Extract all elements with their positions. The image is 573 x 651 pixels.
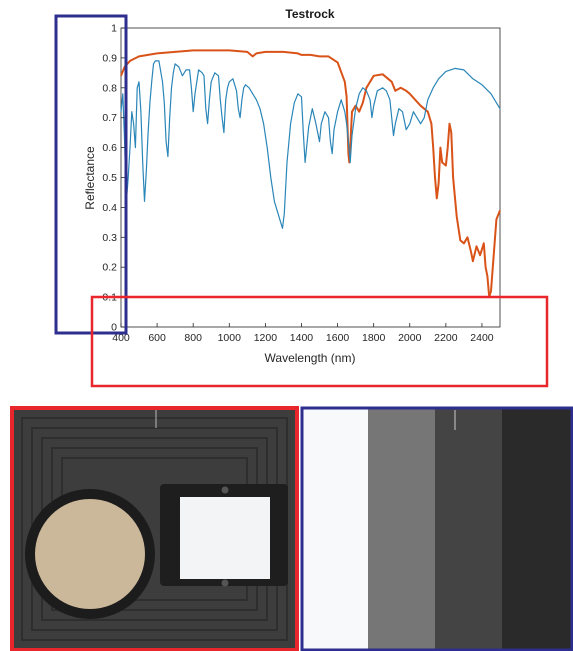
y-tick-label: 1 <box>111 23 117 35</box>
y-axis: 00.10.20.30.40.50.60.70.80.91 <box>102 23 125 334</box>
left-photo-border <box>10 406 299 651</box>
reflectance-chart: Testrock 00.10.20.30.40.50.60.70.80.91 4… <box>83 7 501 365</box>
x-tick-label: 1200 <box>254 332 278 344</box>
gray-strip <box>368 409 435 649</box>
y-tick-label: 0.2 <box>102 262 117 274</box>
x-tick-label: 1400 <box>290 332 314 344</box>
x-tick-label: 1600 <box>326 332 350 344</box>
x-tick-label: 1000 <box>218 332 242 344</box>
series-line-2 <box>120 60 501 229</box>
x-tick-label: 2400 <box>470 332 494 344</box>
x-tick-label: 800 <box>184 332 202 344</box>
right-photo-border <box>300 406 573 651</box>
plot-area <box>120 27 501 328</box>
y-tick-label: 0.3 <box>102 232 117 244</box>
y-tick-label: 0.4 <box>102 202 117 214</box>
y-tick-label: 0.9 <box>102 52 117 64</box>
chart-title: Testrock <box>285 7 334 21</box>
screw-bottom-icon <box>221 579 229 587</box>
x-tick-label: 2000 <box>398 332 422 344</box>
y-tick-label: 0.6 <box>102 142 117 154</box>
x-tick-label: 600 <box>148 332 166 344</box>
y-tick-label: 0.8 <box>102 82 117 94</box>
series-line-1 <box>120 49 501 299</box>
y-axis-title: Reflectance <box>83 146 97 210</box>
white-reference-tile <box>180 497 270 579</box>
x-axis: 400 600 800 1000 1200 1400 1600 1800 2000 2200 240… <box>112 323 494 344</box>
y-tick-label: 0.7 <box>102 112 117 124</box>
x-tick-label: 400 <box>112 332 130 344</box>
gray-strip <box>303 409 368 649</box>
right-photo <box>300 406 573 651</box>
y-tick-label: 0 <box>111 322 117 334</box>
screw-top-icon <box>221 486 229 494</box>
gray-strip <box>502 409 572 649</box>
x-tick-label: 1800 <box>362 332 386 344</box>
x-tick-label: 2200 <box>434 332 458 344</box>
series-layer <box>120 49 501 299</box>
rock-sample-disc <box>35 499 145 609</box>
gray-strips <box>303 409 572 649</box>
x-axis-highlight-box <box>90 295 549 388</box>
y-tick-label: 0.5 <box>102 172 117 184</box>
left-photo <box>10 406 299 651</box>
gray-strip <box>435 409 502 649</box>
x-axis-title: Wavelength (nm) <box>265 351 356 365</box>
